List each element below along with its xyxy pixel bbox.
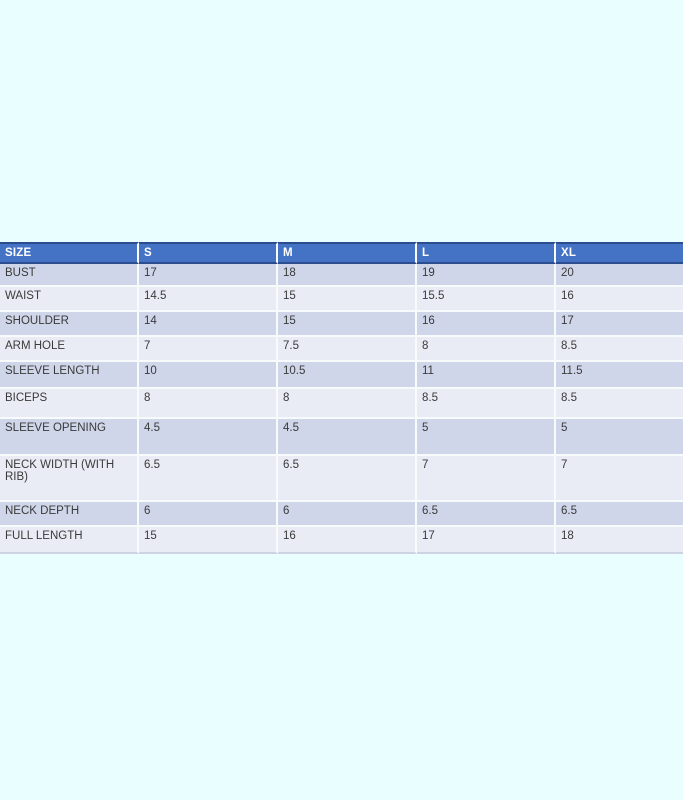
size-chart-body: BUST 17 18 19 20 WAIST 14.5 15 15.5 16 SHOULDER 14 1… [0, 264, 683, 554]
cell-sleeve-length-s: 10 [139, 362, 278, 389]
cell-neck-width-with-rib-l: 7 [417, 456, 556, 502]
cell-full-length-m: 16 [278, 527, 417, 554]
cell-full-length-l: 17 [417, 527, 556, 554]
table-row-bust: BUST 17 18 19 20 [0, 264, 683, 287]
cell-sleeve-length-m: 10.5 [278, 362, 417, 389]
cell-sleeve-length-xl: 11.5 [556, 362, 683, 389]
row-label-neck-depth: NECK DEPTH [0, 502, 139, 527]
cell-bust-l: 19 [417, 264, 556, 287]
cell-waist-m: 15 [278, 287, 417, 312]
column-header-l: L [417, 242, 556, 264]
row-label-arm-hole: ARM HOLE [0, 337, 139, 362]
cell-neck-width-with-rib-m: 6.5 [278, 456, 417, 502]
row-label-full-length: FULL LENGTH [0, 527, 139, 554]
table-row-sleeve-opening: SLEEVE OPENING 4.5 4.5 5 5 [0, 419, 683, 456]
cell-shoulder-l: 16 [417, 312, 556, 337]
cell-biceps-s: 8 [139, 389, 278, 419]
cell-neck-width-with-rib-s: 6.5 [139, 456, 278, 502]
cell-sleeve-opening-m: 4.5 [278, 419, 417, 456]
row-label-biceps: BICEPS [0, 389, 139, 419]
table-row-neck-depth: NECK DEPTH 6 6 6.5 6.5 [0, 502, 683, 527]
row-label-waist: WAIST [0, 287, 139, 312]
table-row-full-length: FULL LENGTH 15 16 17 18 [0, 527, 683, 554]
row-label-bust: BUST [0, 264, 139, 287]
row-label-sleeve-length: SLEEVE LENGTH [0, 362, 139, 389]
cell-waist-l: 15.5 [417, 287, 556, 312]
size-chart-header: SIZE S M L XL [0, 242, 683, 264]
cell-bust-m: 18 [278, 264, 417, 287]
cell-sleeve-opening-s: 4.5 [139, 419, 278, 456]
cell-neck-depth-l: 6.5 [417, 502, 556, 527]
cell-arm-hole-xl: 8.5 [556, 337, 683, 362]
cell-shoulder-xl: 17 [556, 312, 683, 337]
table-row-sleeve-length: SLEEVE LENGTH 10 10.5 11 11.5 [0, 362, 683, 389]
cell-sleeve-length-l: 11 [417, 362, 556, 389]
cell-waist-xl: 16 [556, 287, 683, 312]
size-chart-table: SIZE S M L XL BUST 17 18 19 20 WAIST 14.5 15 15.5 16 S… [0, 242, 683, 554]
cell-bust-s: 17 [139, 264, 278, 287]
cell-neck-width-with-rib-xl: 7 [556, 456, 683, 502]
row-label-shoulder: SHOULDER [0, 312, 139, 337]
cell-neck-depth-xl: 6.5 [556, 502, 683, 527]
cell-full-length-xl: 18 [556, 527, 683, 554]
row-label-neck-width-with-rib: NECK WIDTH (WITH RIB) [0, 456, 139, 502]
cell-sleeve-opening-xl: 5 [556, 419, 683, 456]
cell-arm-hole-l: 8 [417, 337, 556, 362]
row-label-sleeve-opening: SLEEVE OPENING [0, 419, 139, 456]
cell-neck-depth-m: 6 [278, 502, 417, 527]
header-row: SIZE S M L XL [0, 242, 683, 264]
cell-shoulder-m: 15 [278, 312, 417, 337]
cell-bust-xl: 20 [556, 264, 683, 287]
column-header-s: S [139, 242, 278, 264]
cell-neck-depth-s: 6 [139, 502, 278, 527]
table-row-arm-hole: ARM HOLE 7 7.5 8 8.5 [0, 337, 683, 362]
cell-arm-hole-m: 7.5 [278, 337, 417, 362]
cell-biceps-xl: 8.5 [556, 389, 683, 419]
cell-full-length-s: 15 [139, 527, 278, 554]
column-header-size: SIZE [0, 242, 139, 264]
cell-waist-s: 14.5 [139, 287, 278, 312]
cell-sleeve-opening-l: 5 [417, 419, 556, 456]
column-header-xl: XL [556, 242, 683, 264]
cell-biceps-m: 8 [278, 389, 417, 419]
table-row-waist: WAIST 14.5 15 15.5 16 [0, 287, 683, 312]
table-row-biceps: BICEPS 8 8 8.5 8.5 [0, 389, 683, 419]
column-header-m: M [278, 242, 417, 264]
cell-biceps-l: 8.5 [417, 389, 556, 419]
cell-shoulder-s: 14 [139, 312, 278, 337]
table-row-shoulder: SHOULDER 14 15 16 17 [0, 312, 683, 337]
table-row-neck-width-with-rib: NECK WIDTH (WITH RIB) 6.5 6.5 7 7 [0, 456, 683, 502]
cell-arm-hole-s: 7 [139, 337, 278, 362]
